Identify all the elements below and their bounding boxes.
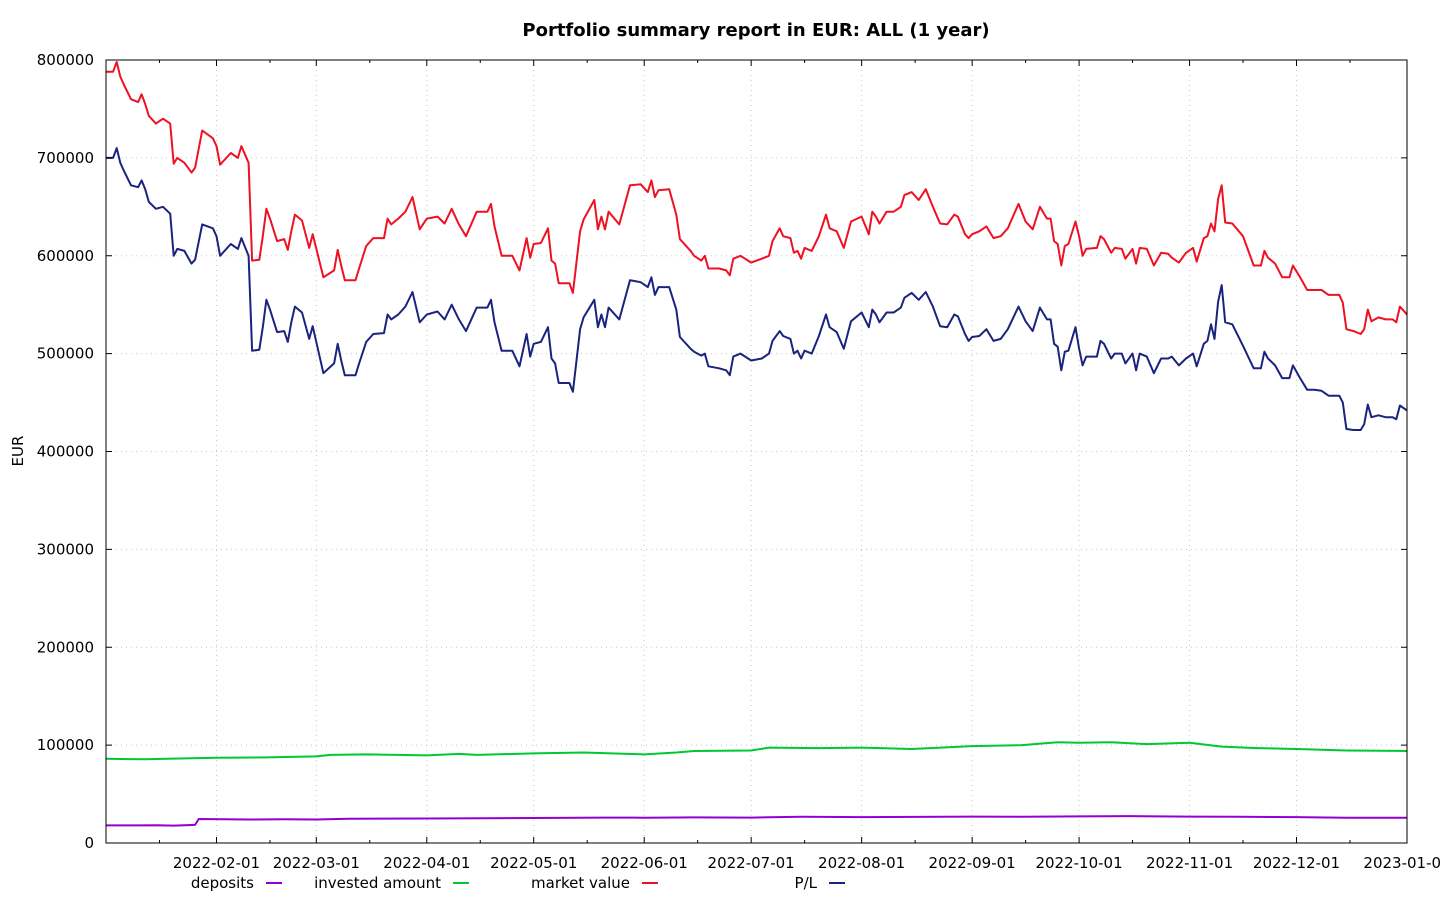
x-tick-label: 2022-10-01 — [1035, 854, 1122, 872]
y-tick-label: 800000 — [37, 51, 94, 69]
x-tick-label: 2022-04-01 — [383, 854, 470, 872]
chart-title: Portfolio summary report in EUR: ALL (1 … — [522, 20, 989, 41]
x-tick-label: 2022-06-01 — [601, 854, 688, 872]
x-tick-label: 2023-01-01 — [1363, 854, 1440, 872]
series-line-market-value — [106, 61, 1408, 335]
legend-label: P/L — [795, 874, 818, 892]
x-tick-label: 2022-07-01 — [708, 854, 795, 872]
series-line-p-l — [106, 147, 1408, 431]
x-tick-label: 2022-12-01 — [1253, 854, 1340, 872]
series-lines — [105, 61, 1408, 827]
y-tick-label: 100000 — [37, 736, 94, 754]
y-tick-label: 0 — [84, 834, 94, 852]
legend: deposits invested amount market value P/L — [191, 874, 845, 892]
y-tick-label: 500000 — [37, 345, 94, 363]
series-line-invested-amount — [105, 741, 1408, 761]
y-axis-label: EUR — [9, 436, 27, 467]
series-line-deposits — [106, 815, 1407, 827]
x-tick-label: 2022-08-01 — [818, 854, 905, 872]
x-tick-label: 2022-03-01 — [273, 854, 360, 872]
x-tick-label: 2022-02-01 — [173, 854, 260, 872]
x-tick-label: 2022-11-01 — [1146, 854, 1233, 872]
x-tick-label: 2022-05-01 — [490, 854, 577, 872]
y-tick-label: 400000 — [37, 443, 94, 461]
legend-label: market value — [531, 874, 630, 892]
legend-label: invested amount — [314, 874, 441, 892]
legend-label: deposits — [191, 874, 254, 892]
x-tick-label: 2022-09-01 — [929, 854, 1016, 872]
y-tick-label: 700000 — [37, 149, 94, 167]
axes: 0 100000 200000 300000 400000 500000 600000 700… — [37, 51, 1440, 872]
y-tick-label: 600000 — [37, 247, 94, 265]
grid — [106, 60, 1407, 843]
plot-frame — [105, 59, 1408, 844]
y-tick-label: 300000 — [37, 540, 94, 558]
y-tick-label: 200000 — [37, 638, 94, 656]
